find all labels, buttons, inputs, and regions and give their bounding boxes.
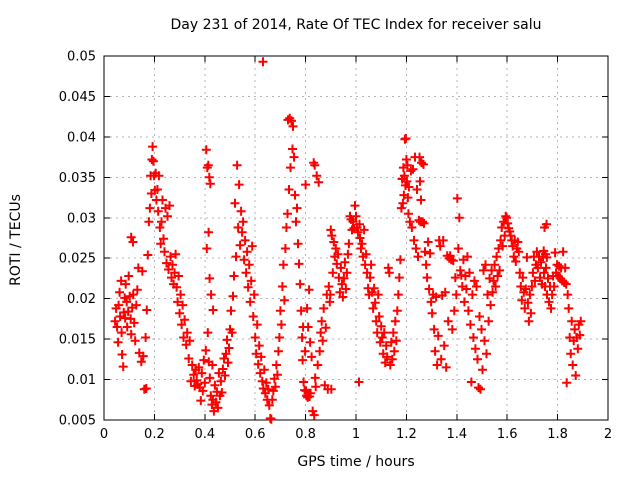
x-tick-label: 1 (352, 427, 360, 442)
chart-title: Day 231 of 2014, Rate Of TEC Index for r… (170, 17, 541, 33)
data-points (110, 57, 586, 424)
y-axis-label: ROTI / TECUs (8, 194, 24, 286)
y-tick-label: 0.04 (67, 130, 96, 145)
x-tick-label: 0.4 (194, 427, 215, 442)
x-tick-label: 0.2 (144, 427, 165, 442)
plot-area: 0 0.2 0.4 0.6 0.8 1 1.2 1.4 1.6 1.8 2 0.005 0.01 0.01… (59, 50, 612, 443)
y-tick-label: 0.035 (59, 171, 96, 186)
x-tick-label: 1.8 (547, 427, 568, 442)
y-tick-label: 0.02 (67, 292, 96, 307)
x-tick-label: 0.8 (295, 427, 316, 442)
y-tick-label: 0.05 (67, 50, 96, 65)
x-tick-label: 1.4 (446, 427, 467, 442)
y-tick-label: 0.025 (59, 252, 96, 267)
y-tick-label: 0.045 (59, 90, 96, 105)
x-tick-label: 2 (604, 427, 612, 442)
x-tick-label: 0.6 (245, 427, 266, 442)
x-tick-label: 0 (100, 427, 108, 442)
y-tick-label: 0.01 (67, 373, 96, 388)
y-tick-label: 0.015 (59, 333, 96, 348)
y-tick-label: 0.005 (59, 414, 96, 429)
x-axis-label: GPS time / hours (297, 454, 414, 470)
x-tick-label: 1.6 (497, 427, 518, 442)
y-tick-label: 0.03 (67, 211, 96, 226)
x-tick-label: 1.2 (396, 427, 417, 442)
